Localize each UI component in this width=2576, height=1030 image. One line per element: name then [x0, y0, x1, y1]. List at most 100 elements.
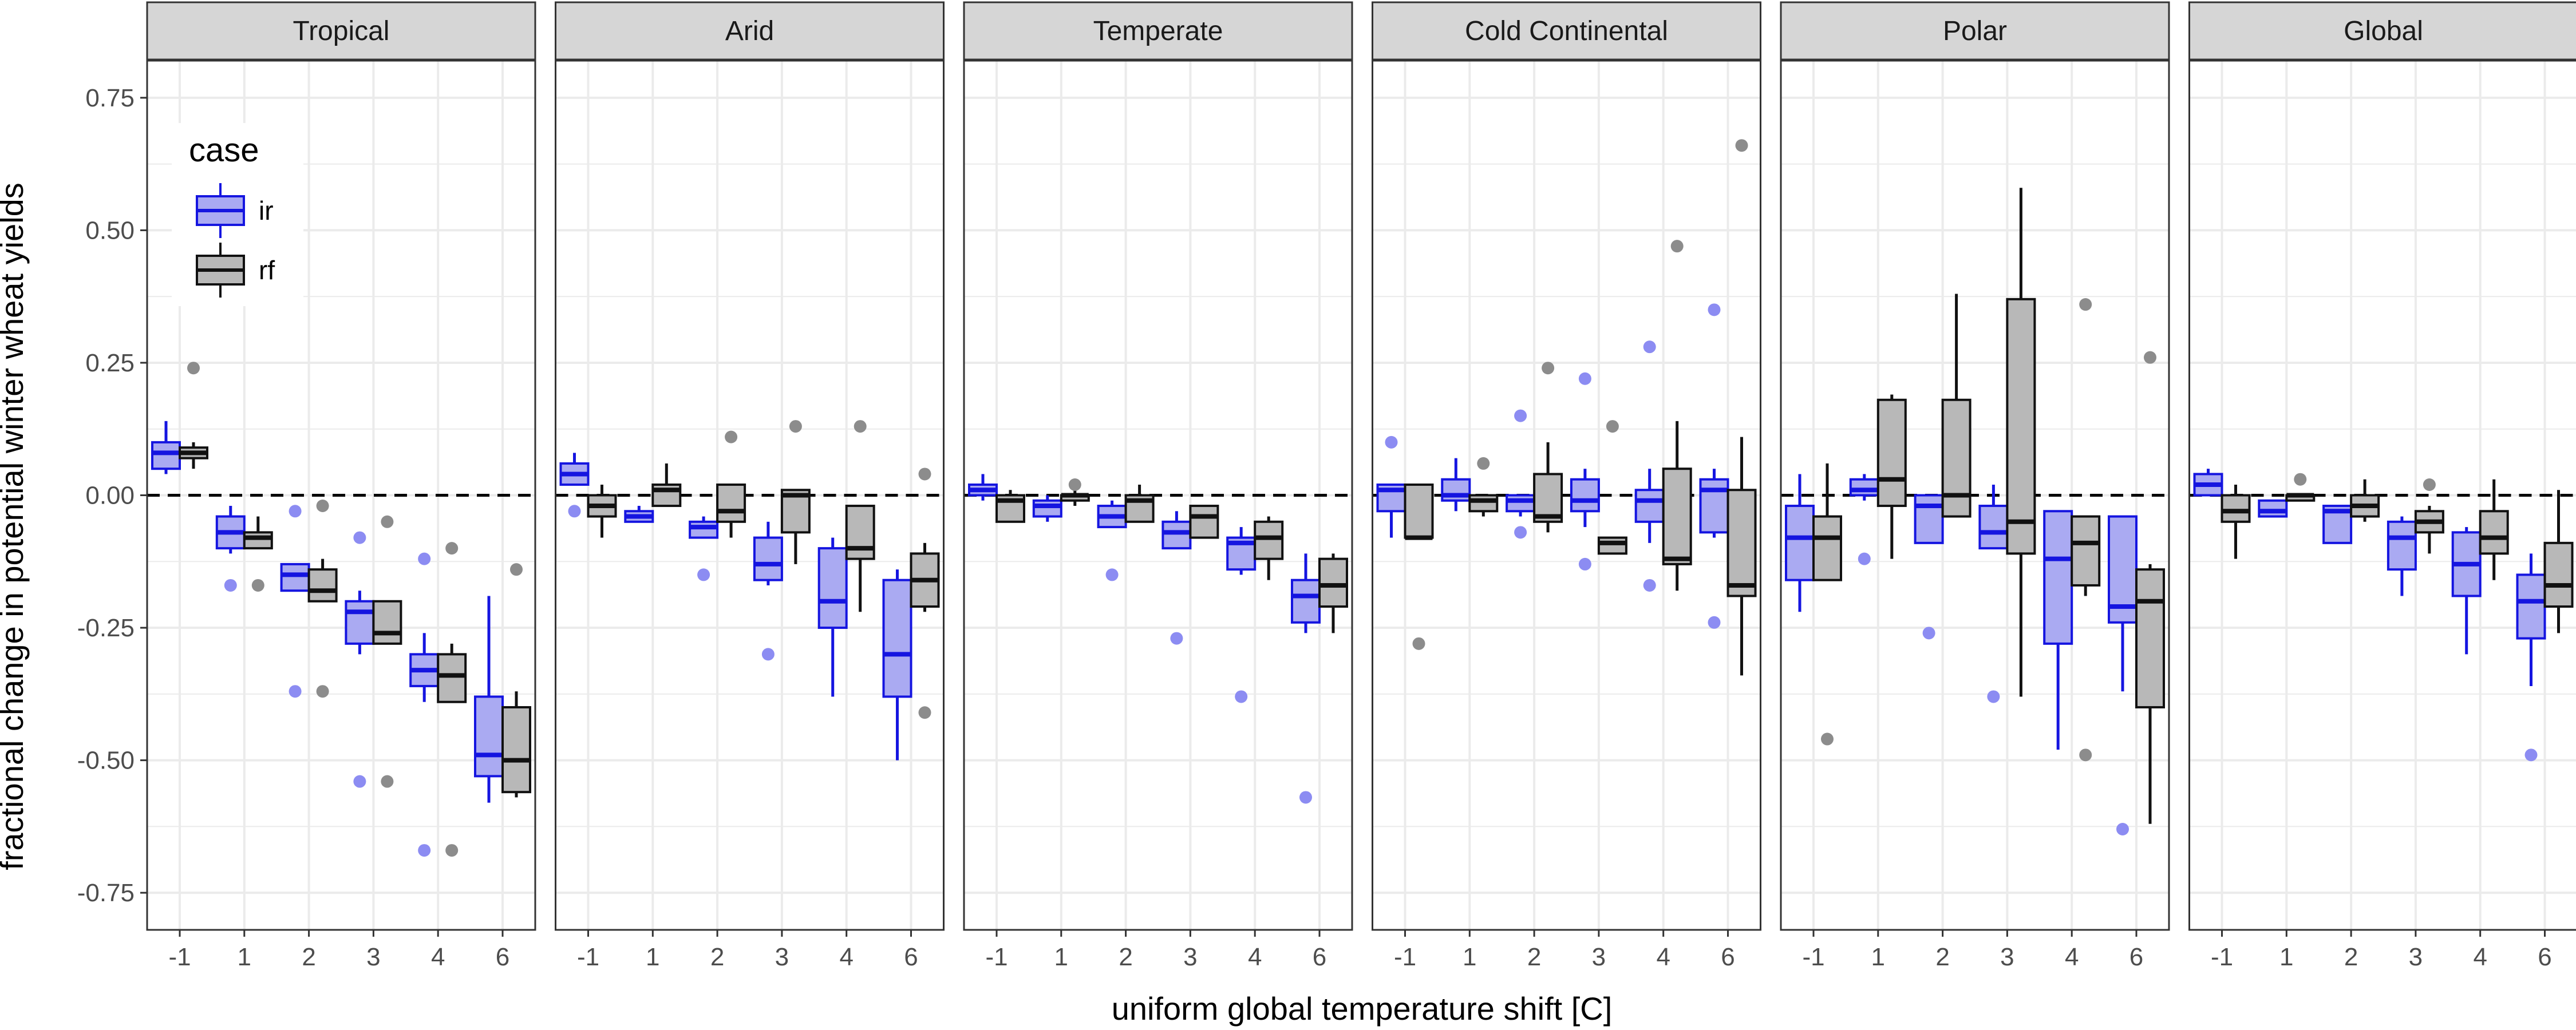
box-body — [689, 520, 719, 539]
x-tick-label: 6 — [1721, 943, 1735, 971]
box-rf — [2543, 490, 2574, 633]
box-ir — [1914, 494, 1944, 640]
box-ir — [2108, 515, 2138, 836]
box-rf — [2221, 484, 2251, 559]
box-ir — [1634, 340, 1665, 592]
box-ir — [1291, 553, 1321, 804]
box-body — [753, 536, 783, 581]
box-rf — [1533, 362, 1563, 533]
outlier-point — [1105, 568, 1119, 581]
outlier-point — [725, 430, 738, 443]
box-body — [2135, 568, 2165, 708]
facet-panel: Temperate -1 1 2 3 4 6 — [963, 1, 1353, 971]
outlier-point — [353, 531, 366, 544]
outlier-point — [918, 468, 931, 481]
outlier-point — [1542, 362, 1555, 375]
box-body — [1634, 489, 1665, 523]
box-body — [1812, 515, 1842, 581]
box-body — [1506, 494, 1536, 513]
box-ir — [151, 421, 181, 474]
outlier-point — [789, 420, 802, 433]
box-body — [372, 600, 402, 645]
outlier-point — [1858, 552, 1871, 565]
x-tick-label: 2 — [302, 943, 315, 971]
facet-strip — [1780, 1, 2170, 61]
box-body — [1597, 536, 1627, 555]
facet-strip-label: Polar — [1943, 16, 2007, 46]
box-body — [817, 547, 848, 629]
box-rf — [780, 420, 811, 564]
box-body — [501, 706, 531, 794]
x-tick-label: 4 — [1656, 943, 1670, 971]
box-rf — [2414, 478, 2444, 554]
facet-panels: Tropical -1 1 2 3 4 6 Arid -1 1 2 3 4 6 Temperate -1 1 2 3… — [146, 1, 2576, 971]
box-body — [1726, 489, 1757, 597]
box-ir — [215, 506, 246, 592]
facet-strip-label: Cold Continental — [1465, 16, 1668, 46]
box-body — [1404, 483, 1434, 539]
outlier-point — [418, 844, 431, 857]
outlier-point — [1477, 457, 1490, 470]
legend-key-rf — [196, 243, 245, 298]
x-tick-label: 2 — [710, 943, 724, 971]
box-body — [2221, 494, 2251, 523]
outlier-point — [1578, 372, 1591, 385]
x-tick-label: 1 — [2279, 943, 2293, 971]
x-tick-label: -1 — [985, 943, 1008, 971]
outlier-point — [1735, 139, 1748, 152]
box-rf — [501, 563, 531, 798]
x-tick-label: -1 — [2211, 943, 2233, 971]
facet-panel: Polar -1 1 2 3 4 6 — [1780, 1, 2170, 971]
outlier-point — [316, 685, 329, 698]
x-tick-label: 3 — [1592, 943, 1606, 971]
box-rf — [243, 516, 273, 592]
box-body — [2387, 520, 2417, 571]
box-rf — [1468, 457, 1499, 517]
box-rf — [1189, 505, 1219, 539]
x-tick-label: 6 — [496, 943, 509, 971]
box-body — [2043, 510, 2073, 645]
box-ir — [2258, 499, 2288, 518]
box-body — [1662, 468, 1692, 565]
x-tick-label: 4 — [431, 943, 445, 971]
outlier-point — [1385, 435, 1398, 449]
x-tick-label: 6 — [2538, 943, 2551, 971]
box-rf — [2006, 188, 2036, 697]
outlier-point — [418, 552, 431, 565]
outlier-point — [381, 775, 394, 788]
x-tick-label: 2 — [1935, 943, 1949, 971]
x-tick-label: -1 — [1802, 943, 1824, 971]
box-ir — [2193, 469, 2223, 497]
x-tick-label: 3 — [775, 943, 789, 971]
legend-label-rf: rf — [259, 255, 275, 285]
outlier-point — [761, 648, 775, 661]
outlier-point — [2144, 351, 2156, 364]
box-body — [1254, 520, 1284, 560]
box-body — [1978, 505, 2009, 550]
x-tick-label: 3 — [2409, 943, 2423, 971]
x-tick-label: 3 — [2000, 943, 2014, 971]
box-body — [1468, 494, 1499, 513]
x-tick-label: 1 — [1054, 943, 1068, 971]
box-body — [345, 600, 375, 645]
y-tick-label: 0.00 — [85, 482, 135, 510]
box-rf — [910, 468, 940, 719]
box-body — [1849, 478, 1879, 497]
facet-strip — [555, 1, 945, 61]
y-tick-label: 0.50 — [85, 216, 135, 244]
outlier-point — [1708, 616, 1721, 629]
box-rf — [1597, 420, 1627, 555]
box-body — [882, 579, 912, 698]
box-body — [716, 483, 746, 523]
box-ir — [1376, 435, 1406, 538]
facet-strip-label: Tropical — [293, 16, 390, 46]
x-tick-label: 4 — [1248, 943, 1262, 971]
outlier-point — [1514, 409, 1527, 422]
facet-panel: Tropical -1 1 2 3 4 6 — [146, 1, 536, 971]
outlier-point — [1708, 303, 1721, 316]
box-ir — [1441, 458, 1471, 512]
legend-key-ir — [196, 183, 245, 238]
panel-border — [1372, 60, 1761, 931]
box-ir — [624, 506, 654, 523]
box-body — [243, 531, 273, 550]
